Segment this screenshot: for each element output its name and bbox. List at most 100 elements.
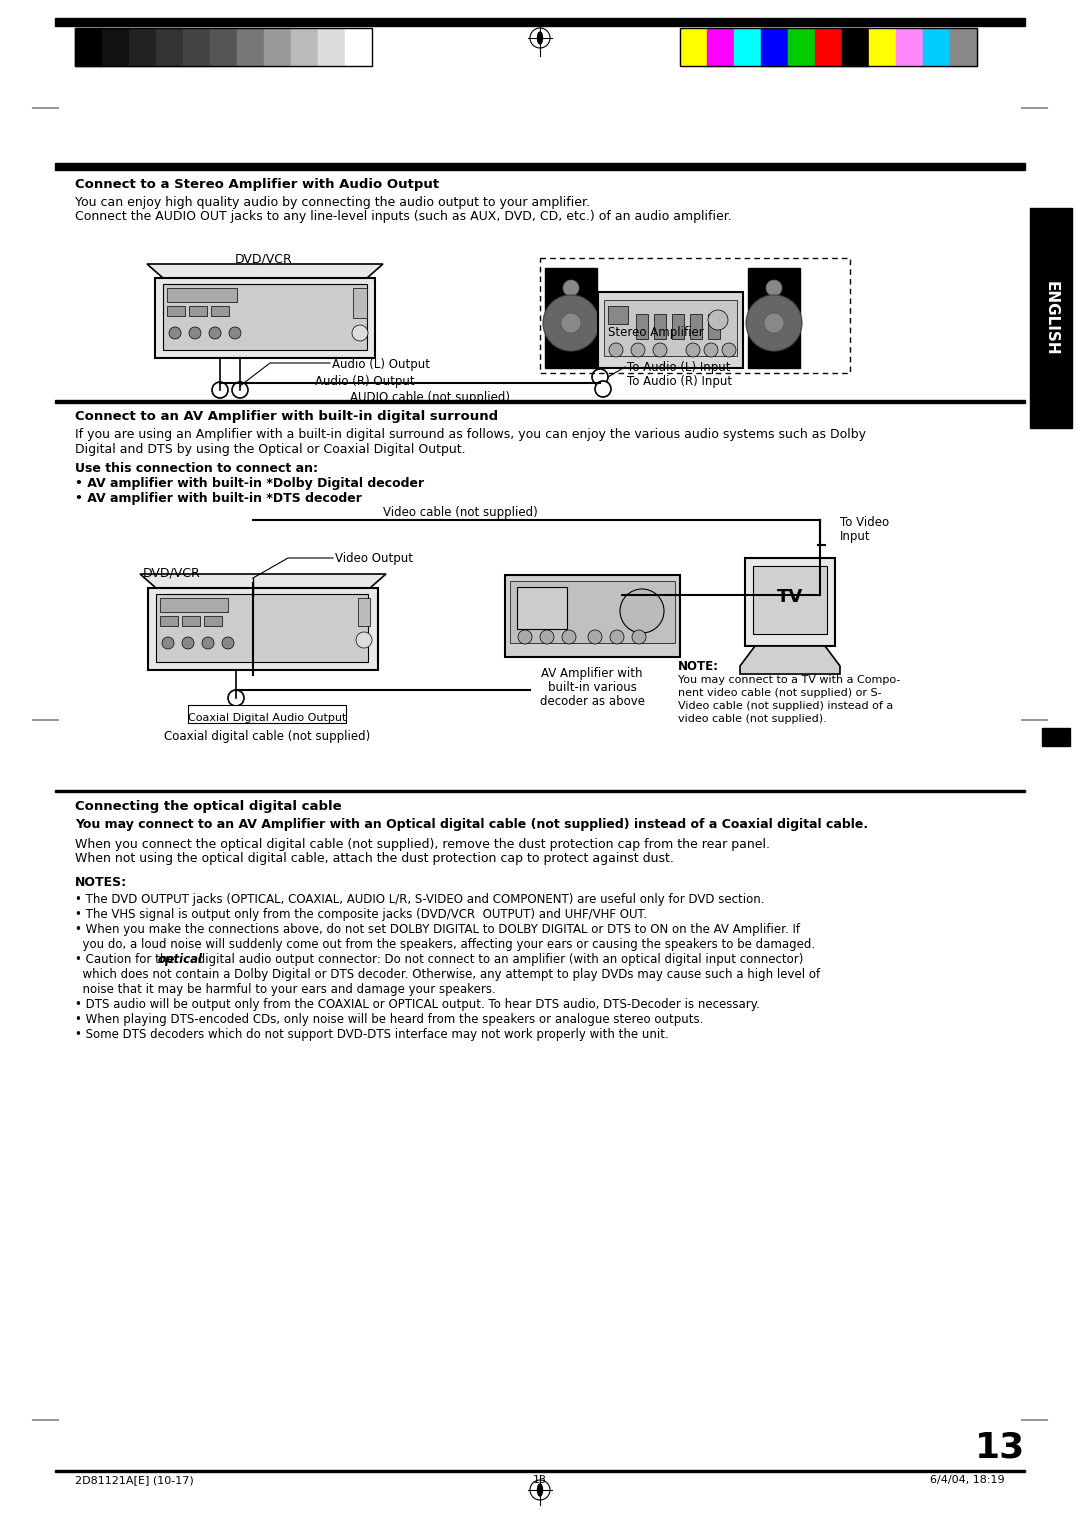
- Circle shape: [356, 633, 372, 648]
- Text: AV Amplifier with: AV Amplifier with: [541, 668, 643, 680]
- Bar: [815, 28, 842, 66]
- Bar: [545, 267, 597, 368]
- Text: Connect the AUDIO OUT jacks to any line-level inputs (such as AUX, DVD, CD, etc.: Connect the AUDIO OUT jacks to any line-…: [75, 209, 732, 223]
- Circle shape: [561, 313, 581, 333]
- Text: Stereo Amplifier: Stereo Amplifier: [608, 325, 704, 339]
- Text: AUDIO cable (not supplied): AUDIO cable (not supplied): [350, 391, 510, 403]
- Circle shape: [222, 637, 234, 649]
- Text: Video cable (not supplied): Video cable (not supplied): [382, 506, 538, 520]
- Text: • The DVD OUTPUT jacks (OPTICAL, COAXIAL, AUDIO L/R, S-VIDEO and COMPONENT) are : • The DVD OUTPUT jacks (OPTICAL, COAXIAL…: [75, 892, 765, 906]
- Text: • DTS audio will be output only from the COAXIAL or OPTICAL output. To hear DTS : • DTS audio will be output only from the…: [75, 998, 760, 1012]
- Circle shape: [631, 342, 645, 358]
- Circle shape: [588, 630, 602, 643]
- Bar: [237, 28, 264, 66]
- Bar: [264, 28, 291, 66]
- Ellipse shape: [538, 1484, 542, 1496]
- Bar: [842, 28, 869, 66]
- Bar: [156, 594, 368, 662]
- Bar: [75, 28, 372, 66]
- Bar: [672, 313, 684, 339]
- Text: When not using the optical digital cable, attach the dust protection cap to prot: When not using the optical digital cable…: [75, 853, 674, 865]
- Circle shape: [229, 327, 241, 339]
- Circle shape: [183, 637, 194, 649]
- Text: To Video: To Video: [840, 516, 889, 529]
- Text: optical: optical: [158, 953, 203, 966]
- Text: Coaxial Digital Audio Output: Coaxial Digital Audio Output: [188, 714, 347, 723]
- Polygon shape: [140, 575, 386, 588]
- Bar: [163, 284, 367, 350]
- Circle shape: [632, 630, 646, 643]
- Circle shape: [562, 630, 576, 643]
- Text: 6/4/04, 18:19: 6/4/04, 18:19: [930, 1475, 1005, 1485]
- Text: • The VHS signal is output only from the composite jacks (DVD/VCR  OUTPUT) and U: • The VHS signal is output only from the…: [75, 908, 647, 921]
- Text: • AV amplifier with built-in *Dolby Digital decoder: • AV amplifier with built-in *Dolby Digi…: [75, 477, 424, 490]
- Bar: [734, 28, 761, 66]
- Text: DVD/VCR: DVD/VCR: [235, 252, 293, 264]
- Circle shape: [228, 691, 244, 706]
- Text: 2D81121A[E] (10-17): 2D81121A[E] (10-17): [75, 1475, 193, 1485]
- Bar: [510, 581, 675, 643]
- Bar: [598, 292, 743, 368]
- Bar: [55, 163, 1025, 170]
- Circle shape: [202, 637, 214, 649]
- Circle shape: [686, 342, 700, 358]
- Bar: [204, 616, 222, 626]
- Text: nent video cable (not supplied) or S-: nent video cable (not supplied) or S-: [678, 688, 881, 698]
- Text: Audio (L) Output: Audio (L) Output: [332, 358, 430, 371]
- Text: Video cable (not supplied) instead of a: Video cable (not supplied) instead of a: [678, 701, 893, 711]
- Bar: [160, 597, 228, 613]
- Text: NOTE:: NOTE:: [678, 660, 719, 672]
- Bar: [210, 28, 237, 66]
- Circle shape: [595, 380, 611, 397]
- Bar: [291, 28, 318, 66]
- Bar: [188, 704, 346, 723]
- Bar: [745, 558, 835, 646]
- Text: DVD/VCR: DVD/VCR: [143, 565, 201, 579]
- Text: You may connect to a TV with a Compo-: You may connect to a TV with a Compo-: [678, 675, 901, 685]
- Circle shape: [162, 637, 174, 649]
- Ellipse shape: [538, 32, 542, 44]
- Circle shape: [610, 630, 624, 643]
- Text: • Some DTS decoders which do not support DVD-DTS interface may not work properly: • Some DTS decoders which do not support…: [75, 1028, 669, 1041]
- Text: decoder as above: decoder as above: [540, 695, 645, 707]
- Bar: [753, 565, 827, 634]
- Text: Digital and DTS by using the Optical or Coaxial Digital Output.: Digital and DTS by using the Optical or …: [75, 443, 465, 455]
- Circle shape: [232, 382, 248, 397]
- Circle shape: [723, 342, 735, 358]
- Text: TV: TV: [777, 588, 804, 607]
- Bar: [636, 313, 648, 339]
- Circle shape: [592, 368, 608, 385]
- Bar: [55, 400, 1025, 403]
- Bar: [156, 278, 375, 358]
- Text: You can enjoy high quality audio by connecting the audio output to your amplifie: You can enjoy high quality audio by conn…: [75, 196, 590, 209]
- Bar: [707, 28, 734, 66]
- Circle shape: [543, 295, 599, 351]
- Text: • When playing DTS-encoded CDs, only noise will be heard from the speakers or an: • When playing DTS-encoded CDs, only noi…: [75, 1013, 703, 1025]
- Bar: [55, 790, 1025, 792]
- Circle shape: [620, 588, 664, 633]
- Text: 13: 13: [975, 1430, 1025, 1464]
- Circle shape: [563, 280, 579, 296]
- Bar: [680, 28, 707, 66]
- Bar: [690, 313, 702, 339]
- Bar: [748, 267, 800, 368]
- Circle shape: [746, 295, 802, 351]
- Circle shape: [212, 382, 228, 397]
- Text: built-in various: built-in various: [548, 681, 636, 694]
- Bar: [345, 28, 372, 66]
- Text: Connect to a Stereo Amplifier with Audio Output: Connect to a Stereo Amplifier with Audio…: [75, 177, 440, 191]
- Bar: [129, 28, 156, 66]
- Bar: [211, 306, 229, 316]
- Bar: [923, 28, 950, 66]
- Bar: [102, 28, 129, 66]
- Bar: [55, 18, 1025, 26]
- Bar: [1030, 208, 1072, 428]
- Bar: [156, 28, 183, 66]
- Bar: [517, 587, 567, 630]
- Text: To Audio (L) Input: To Audio (L) Input: [627, 361, 730, 374]
- Bar: [353, 287, 367, 318]
- Circle shape: [653, 342, 667, 358]
- Text: If you are using an Amplifier with a built-in digital surround as follows, you c: If you are using an Amplifier with a bui…: [75, 428, 866, 442]
- Bar: [654, 313, 666, 339]
- Text: Video Output: Video Output: [335, 552, 413, 565]
